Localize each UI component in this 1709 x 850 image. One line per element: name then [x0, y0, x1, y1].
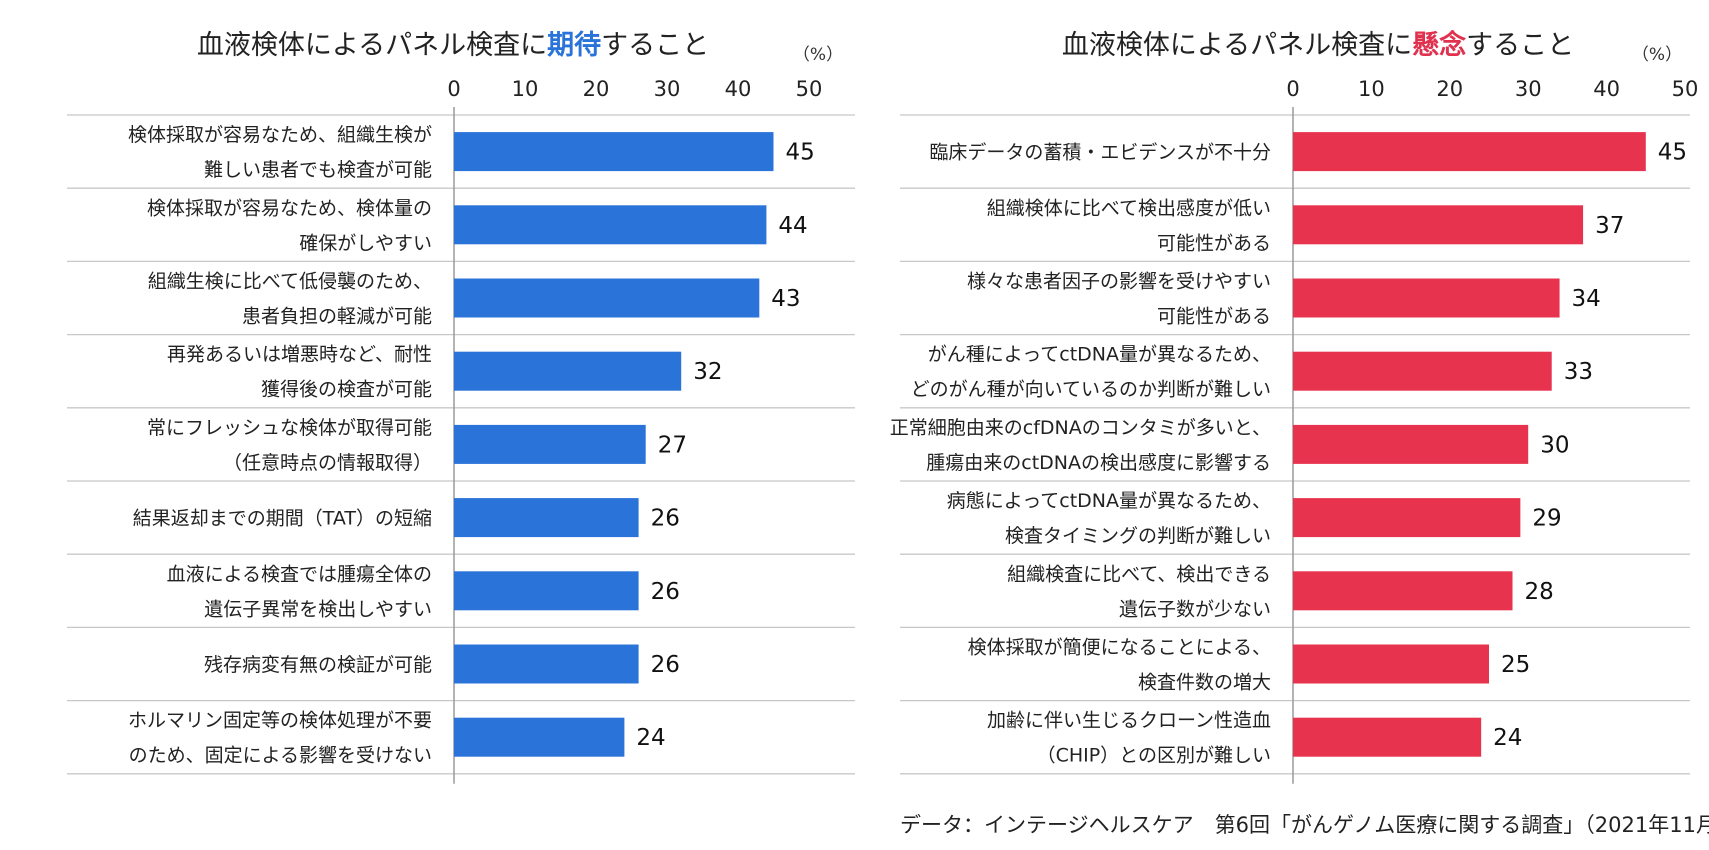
category-label: 様々な患者因子の影響を受けやすい可能性がある: [967, 271, 1271, 328]
x-tick-label: 40: [725, 77, 752, 101]
category-label: 血液による検査では腫瘍全体の遺伝子異常を検出しやすい: [167, 563, 432, 620]
bar: [454, 132, 774, 172]
category-label: 残存病変有無の検証が可能: [204, 654, 432, 676]
data-label: 30: [1540, 432, 1569, 458]
category-label: 組織検体に比べて検出感度が低い可能性がある: [987, 197, 1271, 254]
data-label: 26: [651, 579, 680, 605]
chart-title: 血液検体によるパネル検査に懸念すること: [1062, 29, 1574, 61]
bar: [1293, 571, 1513, 611]
category-label: 正常細胞由来のcfDNAのコンタミが多いと、腫瘍由来のctDNAの検出感度に影響…: [890, 417, 1271, 474]
x-tick-label: 30: [1515, 77, 1542, 101]
data-label: 24: [636, 725, 665, 751]
bar: [454, 717, 625, 757]
x-tick-label: 20: [1436, 77, 1463, 101]
unit-label: （%）: [793, 45, 843, 65]
x-tick-label: 30: [654, 77, 681, 101]
data-label: 28: [1525, 579, 1554, 605]
bar: [1293, 424, 1529, 464]
source-note: データ：インテージヘルスケア 第6回「がんゲノム医療に関する調査」（2021年1…: [900, 813, 1709, 837]
category-label: ホルマリン固定等の検体処理が不要のため、固定による影響を受けない: [128, 710, 432, 767]
data-label: 43: [771, 286, 800, 312]
category-label: 病態によってctDNA量が異なるため、検査タイミングの判断が難しい: [947, 490, 1271, 547]
category-label: 組織検査に比べて、検出できる遺伝子数が少ない: [1007, 563, 1271, 620]
category-label: 結果返却までの期間（TAT）の短縮: [133, 508, 432, 530]
bar: [454, 571, 639, 611]
bar: [1293, 132, 1646, 172]
data-label: 24: [1493, 725, 1522, 751]
x-tick-label: 50: [1672, 77, 1699, 101]
bar: [1293, 351, 1552, 391]
data-label: 33: [1564, 359, 1593, 385]
data-label: 32: [693, 359, 722, 385]
data-label: 27: [658, 432, 687, 458]
category-label: 常にフレッシュな検体が取得可能（任意時点の情報取得）: [147, 417, 432, 474]
bar: [454, 278, 760, 318]
concern-chart: 血液検体によるパネル検査に懸念すること （%） 0 10 20 30 40 50 45 臨床データ…: [890, 29, 1699, 784]
bar: [1293, 278, 1560, 318]
category-label: 検体採取が容易なため、組織生検が難しい患者でも検査が可能: [128, 124, 432, 181]
chart-title: 血液検体によるパネル検査に期待すること: [197, 30, 709, 61]
category-label: がん種によってctDNA量が異なるため、どのがん種が向いているのか判断が難しい: [911, 344, 1271, 401]
category-label: 臨床データの蓄積・エビデンスが不十分: [929, 142, 1271, 164]
unit-label: （%）: [1632, 45, 1682, 65]
bar: [454, 351, 682, 391]
data-label: 26: [651, 652, 680, 678]
category-label: 加齢に伴い生じるクローン性造血（CHIP）との区別が難しい: [987, 710, 1271, 767]
category-label: 再発あるいは増悪時など、耐性獲得後の検査が可能: [167, 344, 432, 401]
bar: [454, 205, 767, 245]
data-label: 45: [1658, 140, 1687, 166]
x-tick-label: 10: [1358, 77, 1385, 101]
data-label: 26: [651, 506, 680, 532]
bar: [1293, 644, 1489, 684]
bar: [1293, 498, 1521, 538]
data-label: 34: [1572, 286, 1601, 312]
x-tick-label: 20: [583, 77, 610, 101]
expectation-chart: 血液検体によるパネル検査に期待すること （%） 0 10 20 30 40 50 45 検体採取が…: [67, 30, 855, 784]
x-tick-label: 10: [512, 77, 539, 101]
data-label: 37: [1595, 213, 1624, 239]
data-label: 45: [786, 140, 815, 166]
bar: [454, 498, 639, 538]
bar: [1293, 205, 1584, 245]
bar: [454, 424, 646, 464]
category-label: 検体採取が簡便になることによる、検査件数の増大: [968, 637, 1271, 694]
x-tick-label: 40: [1593, 77, 1620, 101]
category-label: 組織生検に比べて低侵襲のため、患者負担の軽減が可能: [148, 271, 432, 328]
data-label: 25: [1501, 652, 1530, 678]
bar: [454, 644, 639, 684]
data-label: 44: [778, 213, 807, 239]
x-tick-label: 0: [1286, 77, 1299, 101]
category-label: 検体採取が容易なため、検体量の確保がしやすい: [147, 197, 432, 254]
x-tick-label: 50: [796, 77, 823, 101]
bar: [1293, 717, 1482, 757]
x-tick-label: 0: [447, 77, 460, 101]
data-label: 29: [1532, 506, 1561, 532]
